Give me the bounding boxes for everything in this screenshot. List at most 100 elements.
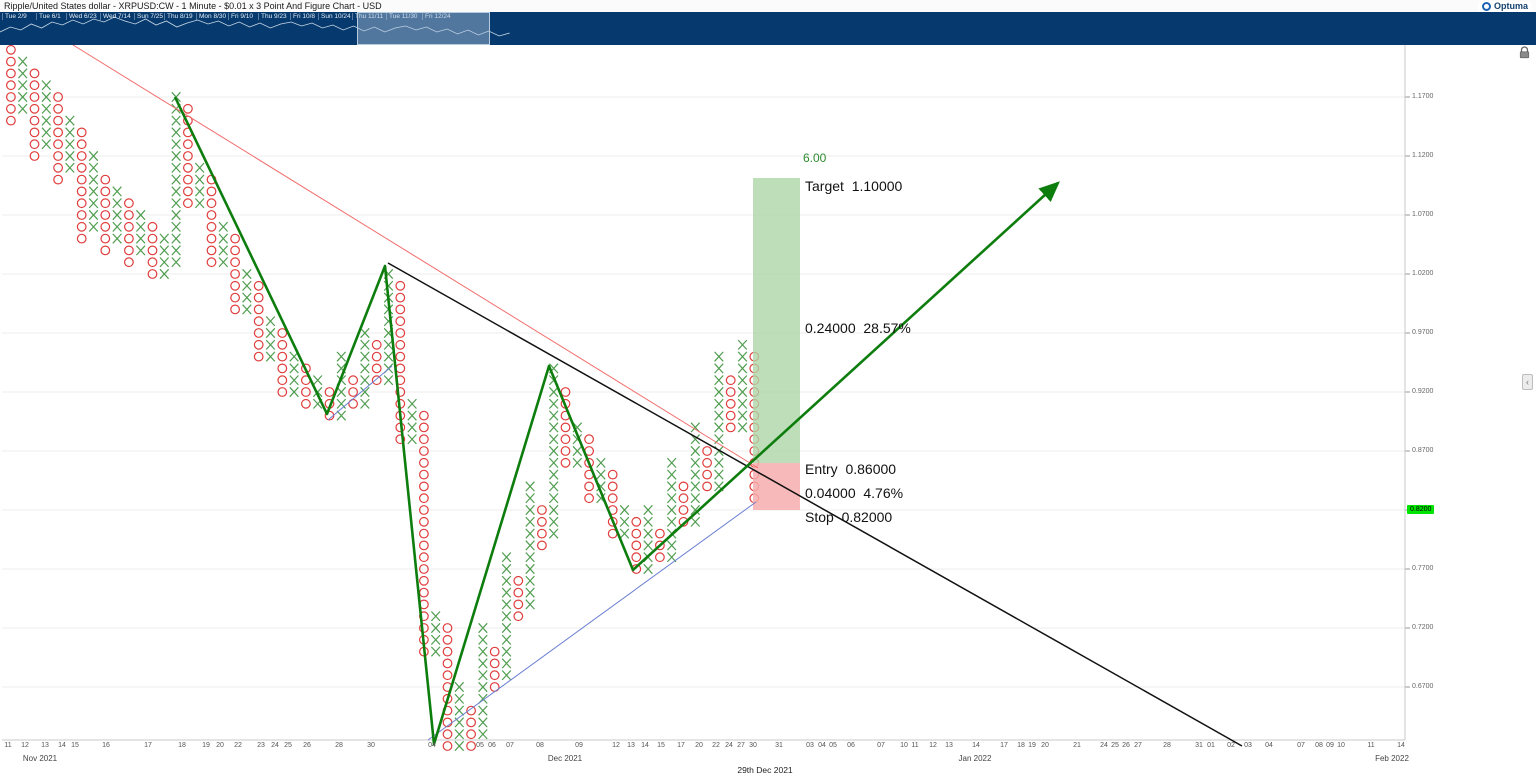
pnf-x-column bbox=[690, 422, 701, 527]
timeline-date-label: Sun 7/25 bbox=[134, 13, 163, 20]
pnf-x-column bbox=[525, 481, 535, 610]
pnf-o-column bbox=[513, 575, 524, 622]
date-tick-label: 28 bbox=[335, 742, 343, 749]
optuma-logo[interactable]: Optuma bbox=[1477, 0, 1532, 12]
pnf-x-column bbox=[643, 504, 653, 575]
selected-date-label: 29th Dec 2021 bbox=[737, 765, 793, 775]
date-tick-label: 07 bbox=[506, 742, 514, 749]
date-tick-label: 17 bbox=[144, 742, 152, 749]
stop-zone bbox=[753, 463, 800, 510]
pnf-x-column bbox=[454, 681, 465, 752]
date-tick-label: 12 bbox=[21, 742, 29, 749]
date-tick-label: 21 bbox=[1073, 742, 1081, 749]
date-tick-label: 09 bbox=[575, 742, 583, 749]
pnf-o-column bbox=[655, 528, 665, 563]
pnf-o-column bbox=[489, 646, 500, 692]
price-tick-label: 0.9700 bbox=[1412, 329, 1434, 336]
date-tick-label: 14 bbox=[58, 742, 66, 749]
date-tick-label: 02 bbox=[1227, 742, 1235, 749]
date-tick-label: 04 bbox=[428, 742, 436, 749]
date-tick-label: 27 bbox=[737, 742, 745, 749]
timeline-date-label: Tue 6/1 bbox=[36, 13, 61, 20]
date-tick-label: 17 bbox=[677, 742, 685, 749]
date-tick-label: 04 bbox=[818, 742, 826, 749]
date-tick-label: 11 bbox=[4, 742, 12, 749]
pnf-x-column bbox=[596, 457, 606, 504]
date-tick-label: 20 bbox=[1041, 742, 1049, 749]
date-tick-label: 23 bbox=[257, 742, 265, 749]
pnf-x-column bbox=[88, 150, 99, 232]
date-tick-label: 15 bbox=[71, 742, 79, 749]
timeline-date-label: Thu 11/11 bbox=[352, 13, 383, 20]
pnf-x-column bbox=[41, 80, 52, 150]
pnf-x-column bbox=[135, 209, 146, 256]
price-tick-label: 0.8700 bbox=[1412, 447, 1434, 454]
support-blue-1 bbox=[327, 365, 393, 421]
date-tick-label: 19 bbox=[1028, 742, 1036, 749]
timeline-date-label: Thu 8/19 bbox=[164, 13, 193, 20]
pnf-x-column bbox=[289, 351, 299, 398]
date-tick-label: 03 bbox=[806, 742, 814, 749]
date-tick-label: 31 bbox=[1195, 742, 1203, 749]
date-tick-label: 30 bbox=[749, 742, 757, 749]
pnf-x-column bbox=[171, 91, 181, 268]
price-tick-label: 1.1200 bbox=[1412, 152, 1434, 159]
date-tick-label: 19 bbox=[202, 742, 210, 749]
price-tick-label: 1.0200 bbox=[1412, 270, 1434, 277]
pnf-o-column bbox=[5, 44, 16, 126]
pnf-x-column bbox=[407, 398, 417, 445]
date-tick-label: 17 bbox=[1000, 742, 1008, 749]
target-label: Target 1.10000 bbox=[805, 178, 903, 194]
date-tick-label: 03 bbox=[1244, 742, 1252, 749]
pnf-o-column bbox=[419, 410, 429, 657]
pnf-o-column bbox=[147, 221, 158, 279]
pnf-o-column bbox=[560, 387, 571, 468]
date-tick-label: 18 bbox=[1017, 742, 1025, 749]
pnf-x-column bbox=[17, 56, 28, 114]
stop-label: Stop 0.82000 bbox=[805, 509, 893, 525]
lock-icon[interactable] bbox=[1518, 46, 1531, 59]
month-label: Nov 2021 bbox=[22, 754, 58, 763]
date-tick-label: 24 bbox=[1100, 742, 1108, 749]
month-label: Jan 2022 bbox=[958, 754, 992, 763]
date-tick-label: 20 bbox=[695, 742, 703, 749]
pnf-o-column bbox=[702, 446, 712, 492]
pnf-o-column bbox=[631, 516, 642, 574]
title-bar: Ripple/United States dollar - XRPUSD:CW … bbox=[0, 0, 1536, 12]
date-tick-label: 25 bbox=[1111, 742, 1119, 749]
pnf-o-column bbox=[371, 339, 382, 386]
collapse-panel-button[interactable]: ‹ bbox=[1522, 374, 1533, 390]
timeline-selection-window[interactable] bbox=[357, 12, 490, 45]
pnf-x-column bbox=[430, 611, 441, 657]
chevron-left-icon: ‹ bbox=[1526, 377, 1529, 387]
pnf-o-column bbox=[537, 505, 547, 551]
downtrend-black bbox=[387, 262, 1243, 747]
pnf-x-column bbox=[619, 504, 630, 539]
date-tick-label: 25 bbox=[284, 742, 292, 749]
date-tick-label: 12 bbox=[929, 742, 937, 749]
risk-range-label: 0.04000 4.76% bbox=[805, 485, 904, 501]
pnf-x-column bbox=[501, 552, 512, 681]
date-tick-label: 06 bbox=[488, 742, 496, 749]
pnf-x-column bbox=[572, 422, 583, 468]
timeline-strip[interactable]: Tue 2/9 Tue 6/1 Wed 6/23 Wed 7/14 Sun 7/25 Th… bbox=[0, 12, 1536, 45]
entry-label: Entry 0.86000 bbox=[805, 461, 897, 477]
date-tick-label: 14 bbox=[1397, 742, 1405, 749]
date-tick-label: 28 bbox=[1163, 742, 1171, 749]
pnf-x-column bbox=[194, 162, 205, 209]
date-tick-label: 14 bbox=[972, 742, 980, 749]
date-tick-label: 07 bbox=[1297, 742, 1305, 749]
pnf-o-column bbox=[442, 623, 453, 751]
date-tick-label: 24 bbox=[271, 742, 279, 749]
date-tick-label: 05 bbox=[476, 742, 484, 749]
date-tick-label: 31 bbox=[775, 742, 783, 749]
date-tick-label: 13 bbox=[945, 742, 953, 749]
price-tick-label: 0.7700 bbox=[1412, 565, 1434, 572]
date-tick-label: 15 bbox=[657, 742, 665, 749]
pnf-o-column bbox=[725, 375, 736, 433]
pnf-x-column bbox=[360, 327, 370, 409]
date-tick-label: 07 bbox=[877, 742, 885, 749]
pnf-x-column bbox=[112, 186, 122, 244]
price-tick-label: 1.0700 bbox=[1412, 211, 1434, 218]
